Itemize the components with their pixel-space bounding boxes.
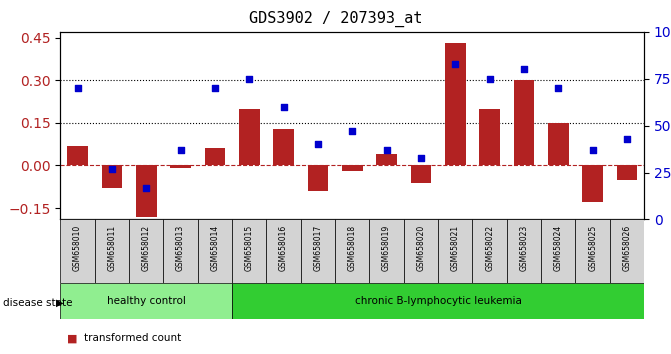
Text: GSM658023: GSM658023 [519,224,529,271]
Point [107,166,117,172]
FancyBboxPatch shape [541,219,576,283]
Text: GSM658022: GSM658022 [485,224,494,271]
FancyBboxPatch shape [232,219,266,283]
FancyBboxPatch shape [301,219,335,283]
FancyBboxPatch shape [404,219,438,283]
Bar [101,165,122,188]
Bar [307,165,328,191]
Point [141,185,152,190]
Text: ▶: ▶ [56,298,63,308]
Point [587,147,598,153]
Point [175,147,186,153]
FancyBboxPatch shape [507,219,541,283]
Point [621,136,632,142]
FancyBboxPatch shape [95,219,129,283]
Text: GSM658024: GSM658024 [554,224,563,271]
Text: GSM658014: GSM658014 [211,224,219,271]
Text: ■: ■ [67,333,78,343]
Point [72,85,83,91]
FancyBboxPatch shape [370,219,404,283]
Text: chronic B-lymphocytic leukemia: chronic B-lymphocytic leukemia [355,296,521,306]
FancyBboxPatch shape [472,219,507,283]
Point [244,76,254,82]
Text: GSM658026: GSM658026 [623,224,631,271]
Text: GSM658016: GSM658016 [279,224,288,271]
FancyBboxPatch shape [198,219,232,283]
Text: GSM658019: GSM658019 [382,224,391,271]
Point [278,104,289,110]
Text: GSM658025: GSM658025 [588,224,597,271]
Text: healthy control: healthy control [107,296,186,306]
Point [209,85,220,91]
FancyBboxPatch shape [129,219,164,283]
Bar [136,165,156,217]
Text: GSM658020: GSM658020 [417,224,425,271]
Bar [170,165,191,168]
Bar [205,148,225,165]
Bar [514,80,534,165]
Bar [548,123,568,165]
FancyBboxPatch shape [438,219,472,283]
Text: GSM658013: GSM658013 [176,224,185,271]
Text: transformed count: transformed count [84,333,181,343]
Point [415,155,426,160]
Text: GSM658011: GSM658011 [107,224,116,271]
Bar [617,165,637,180]
Text: GSM658010: GSM658010 [73,224,82,271]
Text: GSM658015: GSM658015 [245,224,254,271]
FancyBboxPatch shape [60,283,232,319]
FancyBboxPatch shape [610,219,644,283]
Text: disease state: disease state [3,298,73,308]
FancyBboxPatch shape [266,219,301,283]
Bar [67,145,88,165]
Bar [479,109,500,165]
Bar [239,109,260,165]
Point [450,61,461,67]
Text: GSM658012: GSM658012 [142,224,151,271]
Text: GDS3902 / 207393_at: GDS3902 / 207393_at [249,11,422,27]
FancyBboxPatch shape [576,219,610,283]
Bar [376,154,397,165]
Point [381,147,392,153]
Bar [273,129,294,165]
Point [347,129,358,134]
FancyBboxPatch shape [164,219,198,283]
FancyBboxPatch shape [335,219,370,283]
FancyBboxPatch shape [232,283,644,319]
Point [313,142,323,147]
FancyBboxPatch shape [60,219,95,283]
Bar [582,165,603,202]
Point [484,76,495,82]
Text: GSM658018: GSM658018 [348,224,357,271]
Point [553,85,564,91]
Bar [411,165,431,183]
Point [519,67,529,72]
Text: GSM658021: GSM658021 [451,224,460,271]
Bar [445,43,466,165]
Text: GSM658017: GSM658017 [313,224,323,271]
Bar [342,165,362,171]
